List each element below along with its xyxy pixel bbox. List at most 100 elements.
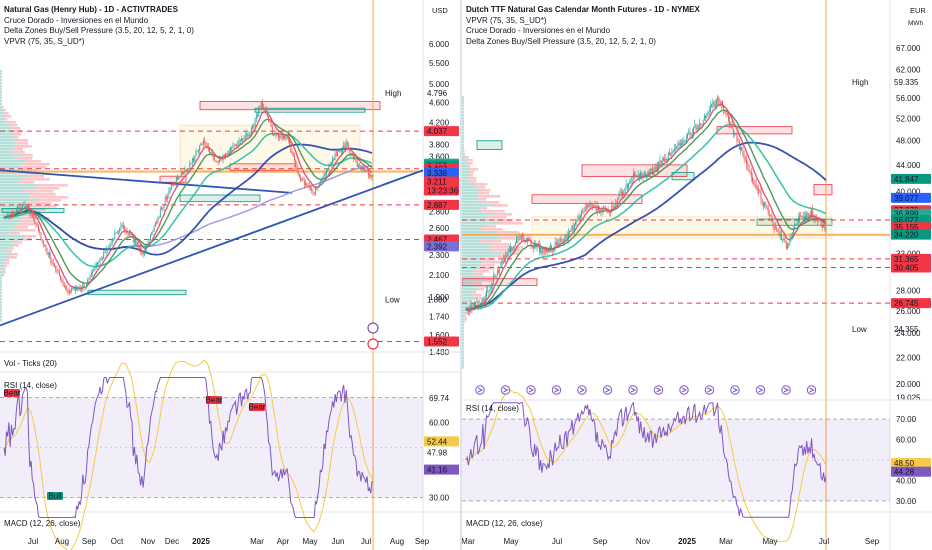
left-candle-body	[179, 177, 181, 178]
left-vpvr-buy	[0, 247, 9, 250]
left-x-tick-10: Jun	[332, 537, 345, 546]
right-candle-body	[505, 256, 507, 262]
right-vpvr-sell	[482, 210, 505, 213]
left-candle-body	[169, 187, 171, 191]
left-indicator-1: Cruce Dorado - Inversiones en el Mundo	[4, 15, 149, 25]
right-vpvr-sell	[468, 171, 474, 174]
left-vpvr-buy	[0, 250, 7, 253]
right-candle-body	[478, 305, 480, 307]
right-candle-body	[665, 158, 667, 161]
right-candle-body	[695, 124, 697, 130]
left-vpvr-sell	[29, 196, 69, 199]
right-candle-body	[707, 112, 709, 116]
left-x-tick-7: Mar	[250, 537, 264, 546]
right-vpvr-buy	[462, 207, 479, 210]
left-candle-body	[332, 158, 334, 163]
left-price-tag-text-1: 4.037	[427, 127, 448, 136]
right-vpvr-sell	[464, 312, 469, 315]
left-vpvr-buy	[0, 220, 20, 223]
left-candle-body	[38, 225, 39, 231]
left-rsi-tag-text-1: 47.98	[427, 449, 448, 458]
right-event-icon-arrow	[707, 387, 713, 393]
right-event-icon	[500, 385, 511, 395]
left-candle-body	[249, 133, 251, 135]
right-candle-body	[587, 204, 589, 208]
right-vpvr-sell	[472, 294, 482, 297]
right-event-icon	[704, 385, 715, 395]
left-candle-body	[231, 147, 233, 148]
right-candle-body	[705, 116, 707, 119]
right-vpvr-buy	[462, 132, 464, 135]
right-vpvr-buy	[462, 348, 464, 351]
left-vpvr-buy	[0, 259, 6, 262]
right-chart-canvas[interactable]: 67.000 62.000 56.000 52.000 48.000 44.000 40.0…	[462, 0, 932, 550]
left-candle-body	[238, 140, 240, 145]
left-rsi-tag-0	[424, 436, 459, 447]
right-candle-body	[541, 248, 543, 254]
left-vpvr-sell	[20, 163, 50, 166]
panel-divider[interactable]	[460, 0, 462, 550]
right-currency-label[interactable]: EUR	[910, 6, 926, 15]
left-currency-label[interactable]: USD	[432, 6, 448, 15]
left-vpvr-sell	[16, 229, 36, 232]
left-vpvr-sell	[1, 307, 2, 310]
right-candle-body	[737, 140, 739, 142]
right-candle-body	[598, 206, 599, 211]
left-rsi-bear-badge-3	[249, 403, 265, 411]
left-chart-canvas[interactable]: 6.0005.5005.0004.6004.2003.8003.6003.200…	[0, 0, 460, 550]
right-chart-panel[interactable]: 67.000 62.000 56.000 52.000 48.000 44.000 40.0…	[462, 0, 932, 550]
left-vpvr-buy	[0, 280, 2, 283]
left-vpvr-sell	[21, 217, 50, 220]
left-candle-body	[212, 155, 214, 160]
right-price-tag-text-6: 35.155	[894, 223, 919, 232]
left-candle-body	[244, 135, 246, 139]
left-chart-panel[interactable]: 6.0005.5005.0004.6004.2003.8003.6003.200…	[0, 0, 460, 550]
right-vpvr-sell	[462, 126, 464, 129]
left-candle-body	[63, 285, 65, 288]
left-vpvr-sell	[21, 202, 52, 205]
left-vpvr-sell	[11, 241, 23, 244]
left-candle-body	[250, 128, 252, 134]
left-price-tag-text-6: 3.211	[427, 178, 447, 187]
right-candle-body	[706, 115, 708, 119]
left-y-tick-4: 4.200	[429, 118, 450, 127]
right-candle-body	[469, 308, 471, 312]
left-candle-body	[321, 180, 322, 182]
left-y-tick-8: 2.800	[429, 208, 450, 217]
left-candle-body	[97, 262, 98, 265]
right-candle-body	[734, 133, 735, 135]
left-candle-body	[113, 239, 114, 241]
right-candle-body	[524, 239, 526, 243]
left-vpvr-sell	[22, 190, 54, 193]
left-vpvr-sell	[1, 88, 2, 91]
right-vpvr-buy	[462, 255, 493, 258]
right-candle-body	[726, 113, 728, 116]
right-candle-body	[722, 100, 723, 106]
left-vpvr-buy	[0, 229, 17, 232]
left-candle-body	[286, 136, 288, 138]
left-candle-body	[257, 114, 258, 116]
left-vpvr-sell	[15, 142, 28, 145]
left-candle-body	[300, 176, 302, 181]
right-vpvr-buy	[462, 204, 491, 207]
left-vpvr-sell	[1, 301, 2, 304]
right-y-tick-4: 48.000	[896, 137, 921, 146]
left-candle-body	[106, 247, 108, 250]
right-candle-body	[672, 150, 674, 153]
left-candle-body	[161, 207, 162, 210]
left-candle-body	[25, 204, 27, 206]
left-candle-body	[344, 144, 346, 149]
right-y-tick-2: 56.000	[896, 94, 921, 103]
left-candle-body	[94, 265, 96, 269]
right-candle-body	[523, 236, 525, 240]
right-vpvr-buy	[462, 279, 484, 282]
left-candle-body	[262, 101, 263, 107]
right-candle-body	[795, 224, 797, 226]
left-candle-body	[31, 213, 33, 218]
right-candle-body	[572, 225, 574, 230]
right-price-tag-7	[891, 229, 931, 240]
right-vpvr-sell	[462, 108, 464, 111]
right-event-icon-arrow	[783, 387, 790, 393]
left-candle-body	[265, 109, 267, 114]
right-candle-body	[685, 138, 687, 143]
